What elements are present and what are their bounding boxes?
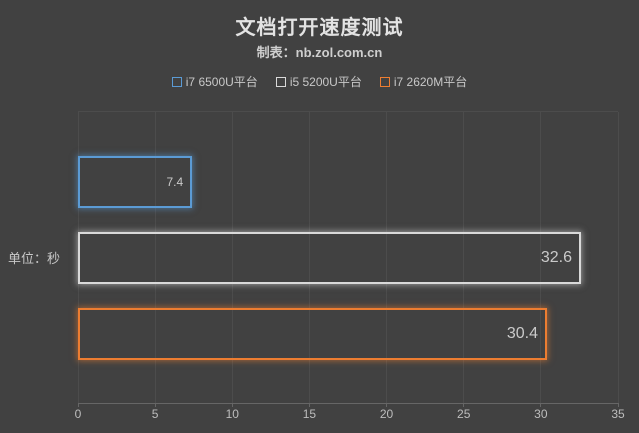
gridline: [540, 112, 542, 403]
axis-tick: [386, 403, 388, 407]
x-tick-label: 25: [457, 407, 471, 421]
legend-swatch-icon: [275, 76, 286, 87]
x-tick-label: 10: [225, 407, 239, 421]
legend-item-i5-5200u: i5 5200U平台: [275, 73, 362, 90]
gridline: [386, 112, 388, 403]
chart-subtitle: 制表：nb.zol.com.cn: [256, 45, 383, 60]
gridline: [231, 112, 233, 403]
x-tick-label: 20: [379, 407, 394, 421]
plot-area: 7.4 32.6 30.4: [77, 111, 619, 407]
x-tick-label: 5: [151, 407, 159, 421]
axis-tick: [617, 403, 619, 407]
gridline: [617, 112, 619, 403]
axis-tick: [540, 403, 542, 407]
legend: i7 6500U平台 i5 5200U平台 i7 2620M平台: [0, 73, 639, 90]
axis-tick: [308, 403, 310, 407]
x-axis-labels: 0 5 10 15 20 25 30 35: [74, 407, 625, 423]
bar-value-label: 7.4: [166, 174, 184, 189]
legend-swatch-icon: [171, 76, 182, 87]
x-tick-label: 0: [74, 407, 82, 421]
axis-tick: [77, 403, 79, 407]
legend-label: i5 5200U平台: [289, 75, 362, 89]
axis-tick: [231, 403, 233, 407]
y-axis-unit-label: 单位：秒: [8, 251, 61, 266]
bar-value-label: 32.6: [540, 248, 572, 266]
legend-item-i7-6500u: i7 6500U平台: [171, 73, 258, 90]
axis-tick: [154, 403, 156, 407]
axis-tick: [463, 403, 465, 407]
bar-value-label: 30.4: [506, 324, 539, 342]
gridline: [463, 112, 465, 403]
legend-label: i7 2620M平台: [393, 75, 468, 89]
bar-i7 6500U平台: 7.4: [78, 155, 193, 208]
legend-swatch-icon: [379, 76, 390, 87]
x-tick-label: 15: [302, 407, 317, 421]
bar-i5 5200U平台: 32.6: [78, 231, 581, 284]
legend-item-i7-2620m: i7 2620M平台: [379, 73, 468, 90]
bar-i7 2620M平台: 30.4: [78, 307, 548, 360]
x-tick-label: 30: [534, 407, 548, 421]
gridline: [154, 112, 156, 403]
legend-label: i7 6500U平台: [185, 75, 258, 89]
x-tick-label: 35: [611, 407, 625, 421]
chart-title: 文档打开速度测试: [235, 17, 404, 39]
gridline: [308, 112, 310, 403]
